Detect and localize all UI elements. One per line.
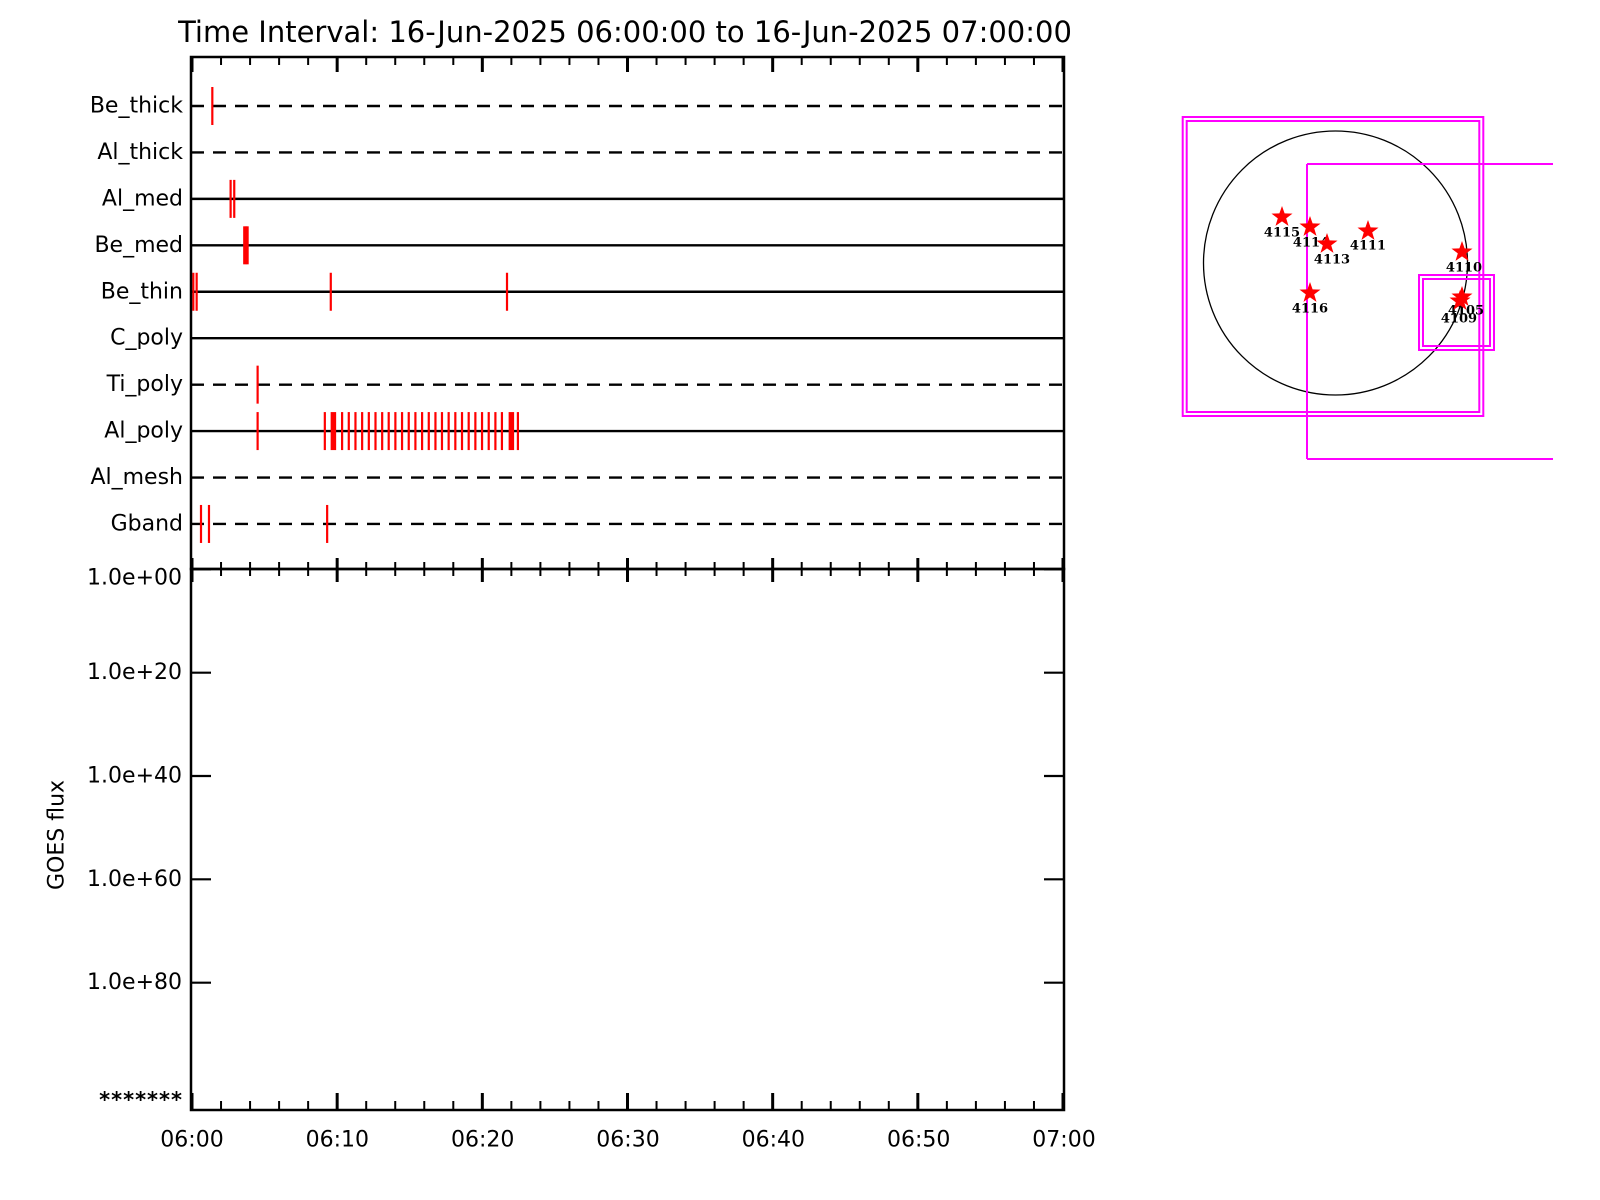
- x-tick-label: 06:40: [742, 1128, 805, 1153]
- active-region-label: 4110: [1446, 261, 1482, 276]
- active-region-star: [1316, 233, 1338, 253]
- filter-label-al-thick: Al_thick: [97, 140, 183, 165]
- filter-label-be-thin: Be_thin: [101, 279, 183, 304]
- fov-box: [1181, 116, 1485, 417]
- fov-box-inner: [1422, 278, 1491, 347]
- x-tick-label: 06:20: [451, 1128, 514, 1153]
- active-region-star: [1271, 206, 1293, 226]
- x-tick-label: 06:50: [887, 1128, 950, 1153]
- filter-label-al-poly: Al_poly: [104, 419, 183, 444]
- filter-timeline-panel: [191, 87, 1064, 543]
- x-tick-label: 06:30: [596, 1128, 659, 1153]
- fov-box: [1418, 274, 1495, 351]
- filter-label-c-poly: C_poly: [110, 326, 183, 351]
- active-region-label: 4109: [1441, 312, 1477, 327]
- active-region-star: [1451, 241, 1473, 261]
- filter-label-al-mesh: Al_mesh: [90, 465, 183, 490]
- x-tick-labels: 06:00 06:10 06:20 06:30 06:40 06:50 07:0…: [160, 1128, 1095, 1153]
- x-tick-label: 07:00: [1032, 1128, 1095, 1153]
- goes-ylabel: GOES flux: [45, 780, 70, 890]
- active-region-label: 4116: [1292, 302, 1328, 317]
- y-tick-label: 1.0e+20: [87, 660, 182, 685]
- filter-label-al-med: Al_med: [102, 186, 183, 211]
- y-tick-label: 1.0e+00: [87, 566, 182, 591]
- active-region-label: 4115: [1264, 226, 1300, 241]
- axes: [189, 55, 1066, 1112]
- goes-panel-border: [189, 567, 1066, 1112]
- active-region-star: [1299, 282, 1321, 302]
- solar-limb-circle: [1202, 130, 1469, 396]
- active-region-label: 4111: [1350, 239, 1386, 254]
- filter-label-ti-poly: Ti_poly: [106, 372, 183, 397]
- filter-label-be-thick: Be_thick: [90, 94, 183, 119]
- plot-title: Time Interval: 16-Jun-2025 06:00:00 to 1…: [177, 15, 1072, 49]
- active-region-label: 4114: [1293, 236, 1329, 251]
- filter-label-be-med: Be_med: [94, 233, 183, 258]
- timeline-panel-border: [189, 55, 1066, 571]
- x-tick-label: 06:00: [160, 1128, 223, 1153]
- active-region-star: [1299, 216, 1321, 236]
- active-region-star: [1449, 290, 1471, 310]
- goes-y-tick-labels: 1.0e+00 1.0e+20 1.0e+40 1.0e+60 1.0e+80 …: [87, 566, 183, 1113]
- x-tick-label: 06:10: [306, 1128, 369, 1153]
- y-tick-label-overflow: *******: [99, 1088, 183, 1112]
- active-region-label: 4113: [1314, 253, 1350, 268]
- filter-row-labels: Be_thick Al_thick Al_med Be_med Be_thin …: [90, 94, 183, 537]
- active-region-star: [1357, 220, 1379, 240]
- y-tick-label: 1.0e+60: [87, 867, 182, 892]
- fov-box-inner: [1185, 120, 1481, 413]
- y-tick-label: 1.0e+80: [87, 970, 182, 995]
- filter-label-gband: Gband: [111, 512, 183, 537]
- y-tick-label: 1.0e+40: [87, 764, 182, 789]
